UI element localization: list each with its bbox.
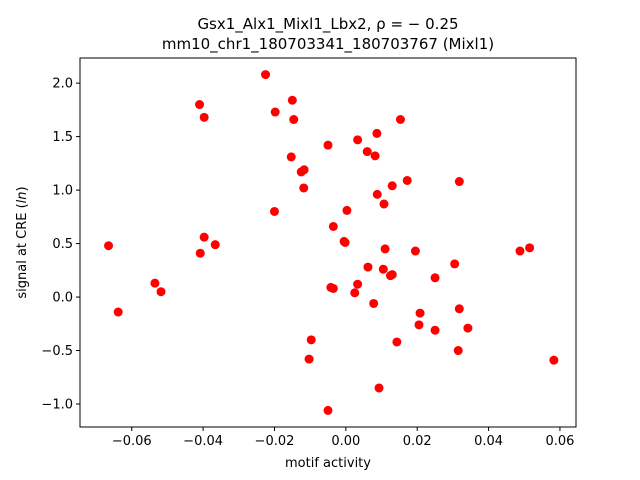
data-point (463, 323, 473, 333)
data-point (450, 259, 460, 269)
y-axis-label-suffix: ) (15, 186, 30, 191)
data-point (362, 147, 372, 157)
data-point (454, 304, 464, 314)
data-point (350, 288, 360, 298)
data-point (156, 287, 166, 297)
data-point (199, 232, 209, 242)
data-point (363, 262, 373, 272)
data-point (515, 246, 525, 256)
plot-area (80, 58, 576, 427)
y-axis-label-italic: ln (15, 191, 30, 203)
data-point (414, 320, 424, 330)
data-point (525, 243, 535, 253)
y-tick-label: −1.0 (41, 398, 73, 413)
data-point (323, 140, 333, 150)
data-point (395, 115, 405, 124)
data-point (353, 135, 363, 145)
y-tick-label: 0.0 (52, 291, 73, 306)
data-point (387, 270, 397, 280)
data-point (261, 70, 271, 80)
data-point (270, 107, 280, 117)
data-point (306, 335, 316, 345)
data-point (410, 246, 420, 256)
y-axis-label-prefix: signal at CRE ( (15, 203, 30, 298)
data-point (392, 337, 402, 347)
data-point (340, 238, 350, 247)
data-point (370, 151, 380, 161)
data-point (199, 112, 209, 122)
data-point (195, 248, 205, 258)
y-tick-label: 1.5 (52, 130, 73, 145)
data-point (299, 183, 309, 193)
y-axis-ticks: −1.0 −0.5 0.0 0.5 1.0 1.5 2.0 (41, 77, 80, 413)
data-point (323, 405, 333, 415)
y-tick-label: 1.0 (52, 184, 73, 199)
plot-frame (79, 57, 577, 428)
chart-title-line1: Gsx1_Alx1_Mixl1_Lbx2, ρ = − 0.25 (197, 15, 458, 34)
data-point (374, 383, 384, 393)
points-layer (104, 70, 559, 415)
data-point (379, 199, 389, 209)
data-point (150, 278, 160, 288)
data-point (287, 95, 297, 105)
data-point (387, 181, 397, 191)
x-tick-label: −0.04 (183, 434, 223, 449)
data-point (372, 189, 382, 199)
x-tick-label: 0.02 (403, 434, 432, 449)
data-point (342, 205, 352, 215)
chart-title-line2: mm10_chr1_180703341_180703767 (Mixl1) (162, 35, 494, 54)
data-point (289, 115, 299, 124)
x-tick-label: −0.06 (112, 434, 152, 449)
data-point (369, 298, 379, 308)
data-point (269, 206, 279, 216)
data-point (328, 283, 338, 293)
data-point (454, 177, 464, 187)
x-tick-label: 0.00 (331, 434, 360, 449)
x-tick-label: 0.06 (545, 434, 574, 449)
y-axis-label: signal at CRE (ln) (15, 186, 30, 298)
data-point (372, 128, 382, 138)
data-point (415, 308, 425, 318)
data-point (430, 273, 440, 283)
x-axis-label: motif activity (285, 456, 371, 471)
y-tick-label: −0.5 (41, 344, 73, 359)
data-point (402, 175, 412, 185)
data-point (304, 354, 314, 364)
data-point (378, 264, 388, 274)
x-tick-label: −0.02 (255, 434, 295, 449)
x-axis-ticks: −0.06 −0.04 −0.02 0.00 0.02 0.04 0.06 (112, 427, 574, 449)
data-point (113, 307, 123, 317)
data-point (195, 100, 205, 110)
y-tick-label: 0.5 (52, 237, 73, 252)
data-point (453, 346, 463, 356)
data-point (328, 221, 338, 231)
data-point (286, 152, 296, 162)
data-point (549, 355, 559, 365)
data-point (104, 241, 114, 251)
data-point (210, 240, 220, 250)
x-tick-label: 0.04 (474, 434, 503, 449)
data-point (353, 279, 363, 289)
data-point (299, 165, 309, 175)
data-point (380, 244, 390, 254)
y-tick-label: 2.0 (52, 77, 73, 92)
data-point (430, 325, 440, 335)
